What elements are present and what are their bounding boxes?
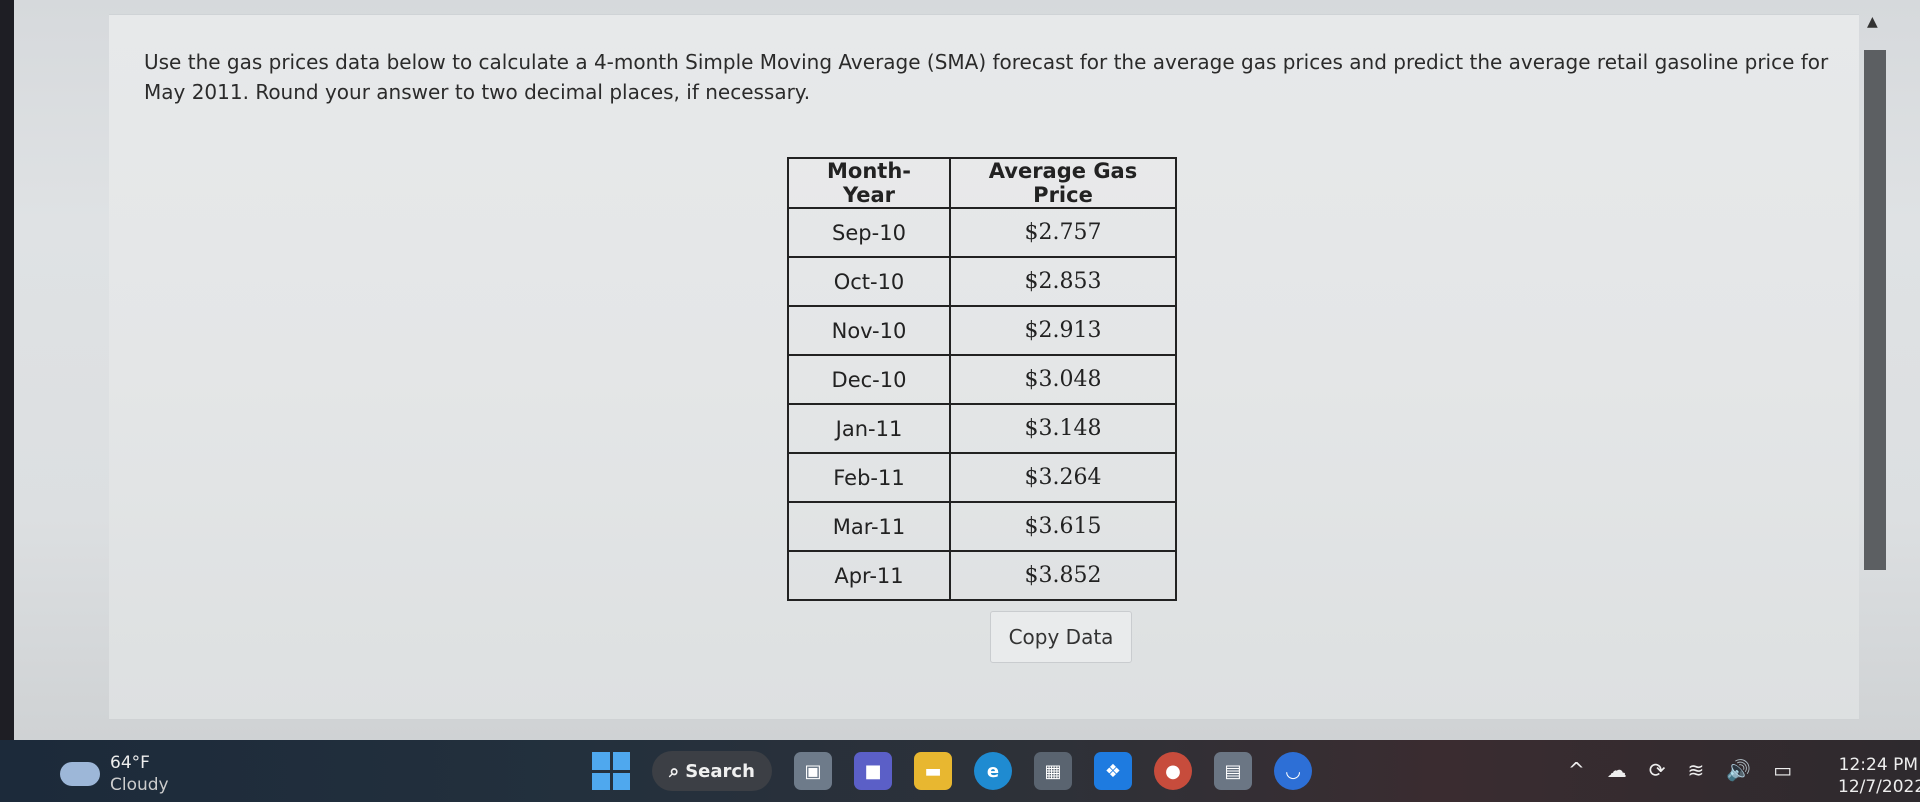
- calculator-icon[interactable]: ▤: [1214, 752, 1252, 790]
- table-row: Mar-11 $3.615: [787, 501, 1177, 552]
- edge-browser-icon[interactable]: e: [974, 752, 1012, 790]
- weather-widget[interactable]: 64°F Cloudy: [60, 752, 169, 796]
- search-label: Search: [685, 760, 755, 782]
- table-row: Apr-11 $3.852: [787, 550, 1177, 601]
- taskbar-clock[interactable]: 12:24 PM 12/7/2022: [1838, 754, 1920, 798]
- dropbox-icon[interactable]: ❖: [1094, 752, 1132, 790]
- month-cell: Oct-10: [787, 256, 951, 307]
- table-row: Sep-10 $2.757: [787, 207, 1177, 258]
- outlook-icon[interactable]: ◡: [1274, 752, 1312, 790]
- file-explorer-icon[interactable]: ▬: [914, 752, 952, 790]
- month-cell: Sep-10: [787, 207, 951, 258]
- chevron-up-icon[interactable]: ^: [1568, 758, 1585, 782]
- weather-condition: Cloudy: [110, 775, 169, 795]
- chrome-browser-icon[interactable]: ●: [1154, 752, 1192, 790]
- table-row: Oct-10 $2.853: [787, 256, 1177, 307]
- month-cell: Jan-11: [787, 403, 951, 454]
- cloud-icon: [60, 762, 100, 786]
- table-header-row: Month-Year Average Gas Price: [787, 157, 1177, 209]
- gas-price-table: Month-Year Average Gas Price Sep-10 $2.75…: [787, 157, 1177, 601]
- sync-icon[interactable]: ⟳: [1648, 758, 1666, 782]
- month-cell: Mar-11: [787, 501, 951, 552]
- price-cell: $3.048: [949, 354, 1177, 405]
- taskbar-apps: ⌕ Search ▣ ■ ▬ e ▦ ❖ ● ▤ ◡: [592, 751, 1312, 791]
- month-cell: Feb-11: [787, 452, 951, 503]
- microsoft-store-icon[interactable]: ▦: [1034, 752, 1072, 790]
- scroll-up-arrow-icon[interactable]: ▲: [1867, 14, 1878, 30]
- taskbar-search-button[interactable]: ⌕ Search: [652, 751, 772, 791]
- clock-date: 12/7/2022: [1838, 777, 1920, 797]
- table-row: Nov-10 $2.913: [787, 305, 1177, 356]
- month-cell: Nov-10: [787, 305, 951, 356]
- onedrive-cloud-icon[interactable]: ☁: [1606, 758, 1627, 782]
- price-cell: $3.615: [949, 501, 1177, 552]
- panel-divider: [109, 719, 1859, 720]
- weather-temperature: 64°F: [110, 753, 150, 773]
- column-header-price: Average Gas Price: [949, 157, 1177, 209]
- question-text: Use the gas prices data below to calcula…: [144, 50, 1829, 104]
- price-cell: $3.148: [949, 403, 1177, 454]
- table-row: Jan-11 $3.148: [787, 403, 1177, 454]
- price-cell: $2.913: [949, 305, 1177, 356]
- price-cell: $2.853: [949, 256, 1177, 307]
- windows-start-icon[interactable]: [592, 752, 630, 790]
- browser-content: ▲ Use the gas prices data below to calcu…: [14, 0, 1920, 740]
- task-view-icon[interactable]: ▣: [794, 752, 832, 790]
- battery-icon[interactable]: ▭: [1773, 758, 1793, 782]
- teams-chat-icon[interactable]: ■: [854, 752, 892, 790]
- volume-icon[interactable]: 🔊: [1726, 758, 1752, 782]
- price-cell: $3.852: [949, 550, 1177, 601]
- table-row: Dec-10 $3.048: [787, 354, 1177, 405]
- clock-time: 12:24 PM: [1838, 755, 1918, 775]
- price-cell: $2.757: [949, 207, 1177, 258]
- copy-data-button[interactable]: Copy Data: [990, 611, 1132, 663]
- question-panel: Use the gas prices data below to calcula…: [109, 14, 1859, 720]
- system-tray: ^ ☁ ⟳ ≋ 🔊 ▭: [1568, 758, 1792, 782]
- column-header-month: Month-Year: [787, 157, 951, 209]
- month-cell: Apr-11: [787, 550, 951, 601]
- wifi-icon[interactable]: ≋: [1687, 758, 1705, 782]
- scrollbar[interactable]: [1864, 50, 1886, 570]
- search-icon: ⌕: [669, 760, 680, 782]
- price-cell: $3.264: [949, 452, 1177, 503]
- taskbar: 64°F Cloudy ⌕ Search ▣ ■ ▬ e ▦ ❖ ● ▤ ◡ ^…: [0, 740, 1920, 802]
- month-cell: Dec-10: [787, 354, 951, 405]
- table-row: Feb-11 $3.264: [787, 452, 1177, 503]
